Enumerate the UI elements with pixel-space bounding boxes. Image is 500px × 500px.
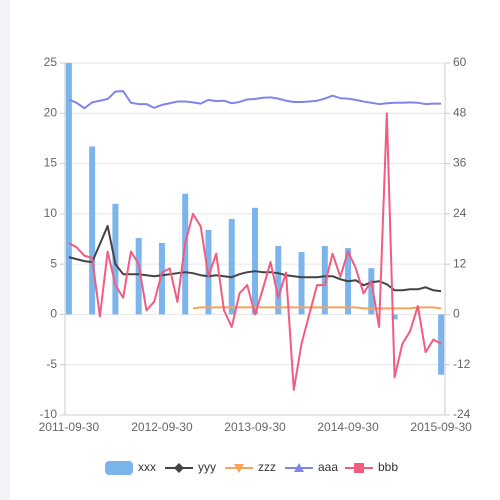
legend-item: zzz xyxy=(225,460,276,474)
bar xyxy=(368,268,375,315)
y-tick-label: 25 xyxy=(44,55,58,69)
legend-label: bbb xyxy=(378,460,398,474)
bar xyxy=(252,207,258,315)
bar xyxy=(135,237,142,315)
x-tick-label: 2013-09-30 xyxy=(224,420,286,434)
bar xyxy=(391,314,398,320)
bar xyxy=(65,63,72,315)
y2-tick-label: -12 xyxy=(453,357,471,371)
y2-tick-label: 12 xyxy=(453,256,467,270)
line-series xyxy=(68,112,442,391)
bar xyxy=(182,193,189,315)
bar xyxy=(321,246,328,315)
bar xyxy=(438,314,445,375)
line-series xyxy=(68,90,442,110)
bar xyxy=(228,218,235,315)
line-series xyxy=(68,224,442,293)
bar xyxy=(275,246,282,315)
legend-label: aaa xyxy=(318,460,338,474)
bar xyxy=(158,243,165,315)
legend-symbol xyxy=(165,463,193,473)
y2-tick-label: -24 xyxy=(453,407,471,421)
y2-tick-label: 60 xyxy=(453,55,467,69)
x-tick-label: 2014-09-30 xyxy=(317,420,379,434)
line-series xyxy=(192,306,442,310)
legend-item: xxx xyxy=(105,460,156,475)
legend-symbol xyxy=(285,463,313,472)
legend-item: aaa xyxy=(285,460,338,474)
y2-tick-label: 0 xyxy=(453,307,460,321)
legend-symbol xyxy=(225,464,253,473)
legend-item: bbb xyxy=(345,460,398,474)
y-tick-label: 5 xyxy=(50,256,57,270)
y2-tick-label: 36 xyxy=(453,156,467,170)
x-tick-label: 2011-09-30 xyxy=(39,420,100,434)
x-tick-label: 2015-09-30 xyxy=(410,420,472,434)
legend-label: yyy xyxy=(198,460,216,474)
legend-label: xxx xyxy=(138,460,156,474)
y2-tick-label: 48 xyxy=(453,105,467,119)
y-tick-label: 10 xyxy=(44,206,58,220)
y-tick-label: -10 xyxy=(40,407,58,421)
y-tick-label: -5 xyxy=(46,357,57,371)
legend-symbol xyxy=(105,461,133,475)
legend-symbol xyxy=(345,463,373,473)
y-tick-label: 20 xyxy=(44,105,58,119)
side-strip xyxy=(0,0,10,500)
y2-tick-label: 24 xyxy=(453,206,467,220)
x-tick-label: 2012-09-30 xyxy=(131,420,193,434)
y-tick-label: 0 xyxy=(50,307,57,321)
y-tick-label: 15 xyxy=(44,156,58,170)
bar xyxy=(89,146,96,315)
legend-label: zzz xyxy=(258,460,276,474)
legend-item: yyy xyxy=(165,460,216,474)
bar xyxy=(298,252,305,315)
